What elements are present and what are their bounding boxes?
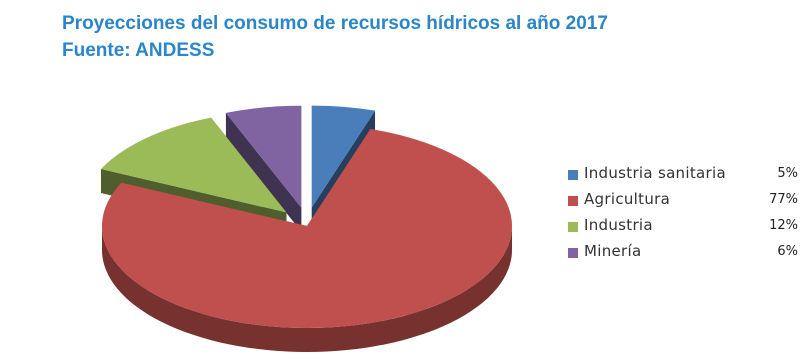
legend-label: Minería — [584, 242, 642, 260]
slice-top — [100, 117, 287, 213]
chart-legend: Industria sanitaria 5% Agricultura 77% I… — [568, 164, 798, 268]
chart-subtitle: Fuente: ANDESS — [62, 40, 215, 61]
legend-label: Industria — [584, 216, 653, 234]
legend-percent: 5% — [777, 166, 798, 181]
legend-item-mineria: Minería 6% — [568, 242, 798, 267]
legend-item-agricultura: Agricultura 77% — [568, 190, 798, 215]
slice-top — [225, 105, 302, 208]
legend-swatch — [568, 248, 578, 258]
legend-item-industria-sanitaria: Industria sanitaria 5% — [568, 164, 798, 189]
slice-top — [101, 128, 512, 328]
legend-percent: 6% — [777, 244, 798, 259]
legend-percent: 12% — [769, 218, 798, 233]
pie-slice-miner-a — [225, 105, 302, 232]
legend-swatch — [568, 222, 578, 232]
legend-swatch — [568, 196, 578, 206]
pie-slice-agricultura — [101, 128, 512, 352]
legend-percent: 77% — [769, 192, 798, 207]
slice-wall — [225, 112, 302, 232]
slice-top — [311, 105, 376, 208]
slice-rim — [102, 226, 512, 352]
chart-title-block: Proyecciones del consumo de recursos híd… — [62, 10, 608, 64]
chart-title: Proyecciones del consumo de recursos híd… — [62, 13, 608, 34]
legend-label: Industria sanitaria — [584, 164, 726, 182]
legend-swatch — [568, 170, 578, 180]
legend-label: Agricultura — [584, 190, 671, 208]
legend-item-industria: Industria 12% — [568, 216, 798, 241]
